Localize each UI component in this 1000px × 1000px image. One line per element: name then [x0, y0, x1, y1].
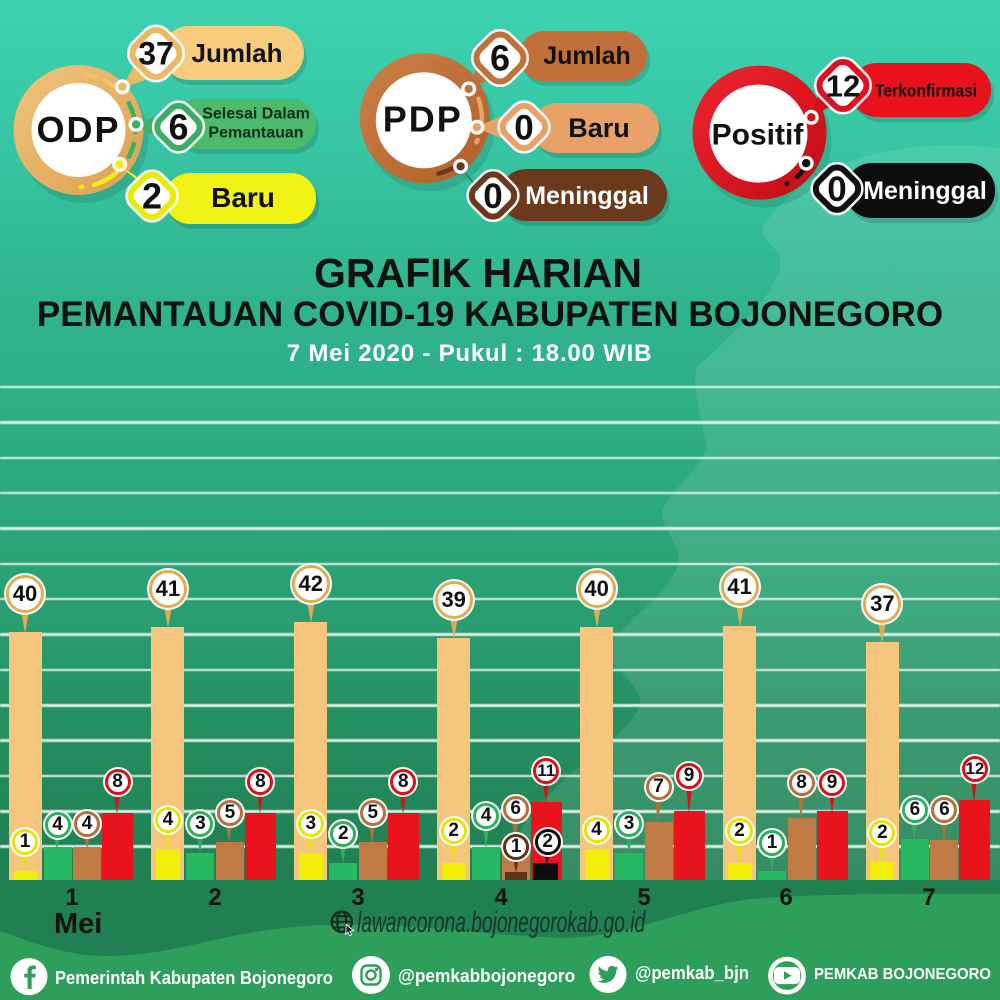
svg-text:2: 2 — [142, 176, 162, 217]
svg-text:Selesai Dalam: Selesai Dalam — [202, 106, 310, 123]
svg-text:0: 0 — [514, 109, 533, 148]
svg-text:12: 12 — [826, 69, 860, 104]
svg-text:6: 6 — [490, 38, 510, 79]
svg-text:37: 37 — [138, 36, 174, 72]
svg-text:Jumlah: Jumlah — [543, 42, 631, 70]
svg-text:PDP: PDP — [383, 98, 463, 139]
svg-text:0: 0 — [827, 170, 846, 209]
svg-text:Terkonfirmasi: Terkonfirmasi — [875, 81, 977, 101]
svg-text:Meninggal: Meninggal — [525, 182, 649, 210]
svg-text:Meninggal: Meninggal — [863, 177, 987, 205]
svg-text:Positif: Positif — [712, 119, 805, 152]
svg-text:6: 6 — [168, 107, 188, 148]
svg-text:0: 0 — [483, 177, 502, 216]
svg-text:Pemantauan: Pemantauan — [208, 125, 303, 142]
svg-text:Jumlah: Jumlah — [191, 38, 282, 68]
svg-text:Baru: Baru — [568, 113, 630, 143]
svg-text:ODP: ODP — [36, 109, 120, 150]
svg-text:Baru: Baru — [211, 182, 275, 213]
